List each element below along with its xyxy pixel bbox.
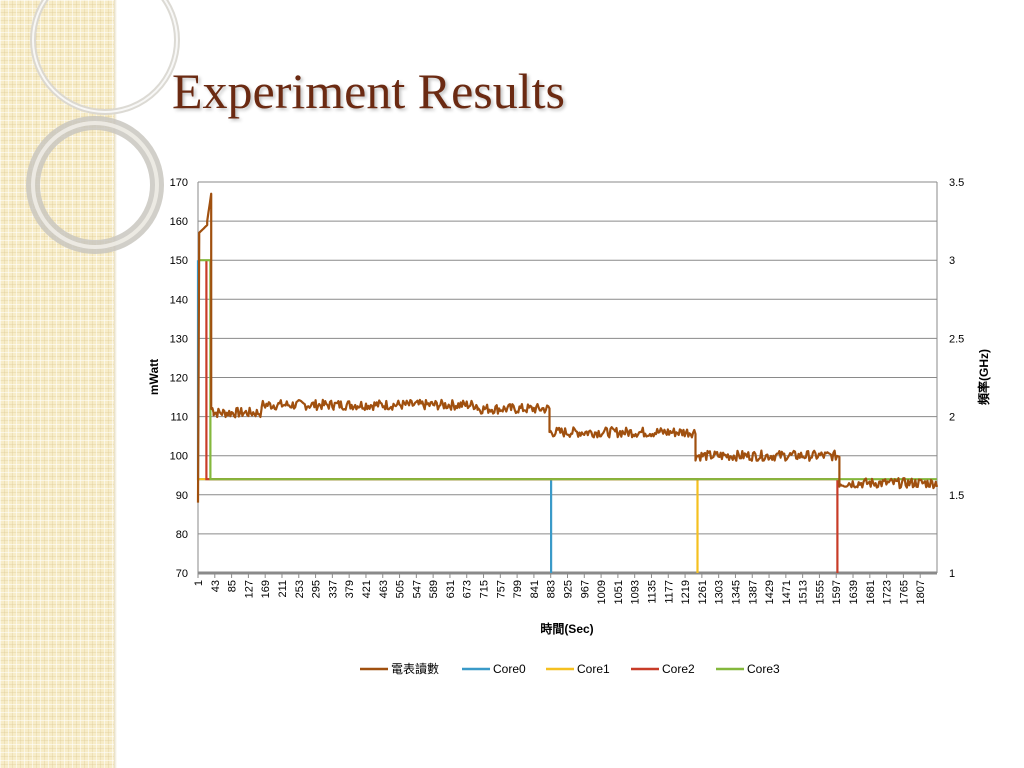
y-tick-label: 130 xyxy=(170,333,188,345)
x-tick-label: 211 xyxy=(277,580,289,598)
legend-label: 電表讀數 xyxy=(391,662,439,676)
sidebar-edge xyxy=(114,0,117,768)
x-tick-label: 1723 xyxy=(882,580,894,604)
series-line-power xyxy=(196,192,939,503)
x-tick-label: 253 xyxy=(294,580,306,598)
y2-tick-label: 2 xyxy=(949,412,955,424)
x-tick-label: 1 xyxy=(193,580,205,586)
y-tick-label: 170 xyxy=(170,177,188,189)
y-tick-label: 160 xyxy=(170,216,188,228)
y-tick-label: 80 xyxy=(176,529,188,541)
x-tick-label: 1471 xyxy=(781,580,793,604)
x-tick-label: 1681 xyxy=(865,580,877,604)
legend-label: Core2 xyxy=(662,662,695,676)
x-tick-label: 421 xyxy=(361,580,373,598)
y-tick-label: 110 xyxy=(170,412,188,424)
x-tick-label: 379 xyxy=(344,580,356,598)
x-tick-label: 673 xyxy=(462,580,474,598)
y-tick-label: 150 xyxy=(170,255,188,267)
y-axis-label: mWatt xyxy=(147,359,161,395)
x-tick-label: 1807 xyxy=(915,580,927,604)
series-line-core1 xyxy=(198,478,699,573)
x-tick-label: 1597 xyxy=(831,580,843,604)
y-tick-label: 120 xyxy=(170,373,188,385)
x-tick-label: 883 xyxy=(546,580,558,598)
x-tick-label: 463 xyxy=(378,580,390,598)
y2-axis-label: 頻率(GHz) xyxy=(976,349,991,405)
y-axis-ticks: 70 80 90 100 110 120 130 140 150 160 170 xyxy=(170,177,188,580)
legend-label: Core0 xyxy=(493,662,526,676)
slide-title: Experiment Results xyxy=(172,63,565,119)
decorative-rings xyxy=(26,0,180,254)
x-tick-label: 85 xyxy=(227,580,239,592)
y-tick-label: 100 xyxy=(170,451,188,463)
x-tick-label: 43 xyxy=(210,580,222,592)
x-tick-label: 505 xyxy=(395,580,407,598)
legend: 電表讀數 Core0 Core1 Core2 Core3 xyxy=(360,662,780,676)
x-axis-label: 時間(Sec) xyxy=(540,621,593,636)
x-tick-label: 1219 xyxy=(680,580,692,604)
x-tick-label: 295 xyxy=(311,580,323,598)
x-tick-label: 1051 xyxy=(613,580,625,604)
series-lines xyxy=(196,192,939,573)
y-tick-label: 140 xyxy=(170,294,188,306)
x-tick-label: 1303 xyxy=(714,580,726,604)
x-tick-label: 1639 xyxy=(848,580,860,604)
x-tick-label: 1177 xyxy=(663,580,675,604)
y2-axis-ticks: 1 1.5 2 2.5 3 3.5 xyxy=(949,177,964,580)
x-tick-label: 1387 xyxy=(747,580,759,604)
x-tick-label: 547 xyxy=(411,580,423,598)
y2-tick-label: 3 xyxy=(949,255,955,267)
x-tick-label: 631 xyxy=(445,580,457,598)
legend-label: Core3 xyxy=(747,662,780,676)
series-line-core3 xyxy=(198,259,937,481)
x-tick-label: 1009 xyxy=(596,580,608,604)
legend-item: 電表讀數 xyxy=(360,662,439,676)
y2-tick-label: 2.5 xyxy=(949,333,964,345)
x-tick-label: 1261 xyxy=(697,580,709,604)
x-tick-label: 1765 xyxy=(898,580,910,604)
x-tick-label: 127 xyxy=(243,580,255,598)
y2-tick-label: 3.5 xyxy=(949,177,964,189)
x-tick-label: 715 xyxy=(479,580,491,598)
x-tick-label: 169 xyxy=(260,580,272,598)
gridlines xyxy=(198,181,937,574)
y2-tick-label: 1.5 xyxy=(949,490,964,502)
x-tick-label: 967 xyxy=(579,580,591,598)
x-tick-label: 589 xyxy=(428,580,440,598)
y2-tick-label: 1 xyxy=(949,568,955,580)
legend-item: Core0 xyxy=(462,662,526,676)
x-tick-label: 1429 xyxy=(764,580,776,604)
x-tick-label: 1345 xyxy=(730,580,742,604)
x-tick-label: 841 xyxy=(529,580,541,598)
y-tick-label: 90 xyxy=(176,490,188,502)
x-axis-ticks: 1 43 85 127 169 211 253 295 337 379 421 463 505 547 58… xyxy=(193,573,927,604)
legend-label: Core1 xyxy=(577,662,610,676)
x-tick-label: 1555 xyxy=(814,580,826,604)
x-tick-label: 925 xyxy=(563,580,575,598)
y-tick-label: 70 xyxy=(176,568,188,580)
x-tick-label: 1513 xyxy=(798,580,810,604)
x-tick-label: 1135 xyxy=(646,580,658,604)
x-tick-label: 1093 xyxy=(630,580,642,604)
legend-item: Core2 xyxy=(631,662,695,676)
x-tick-label: 799 xyxy=(512,580,524,598)
legend-item: Core1 xyxy=(546,662,610,676)
legend-item: Core3 xyxy=(716,662,780,676)
x-tick-label: 337 xyxy=(327,580,339,598)
x-tick-label: 757 xyxy=(495,580,507,598)
